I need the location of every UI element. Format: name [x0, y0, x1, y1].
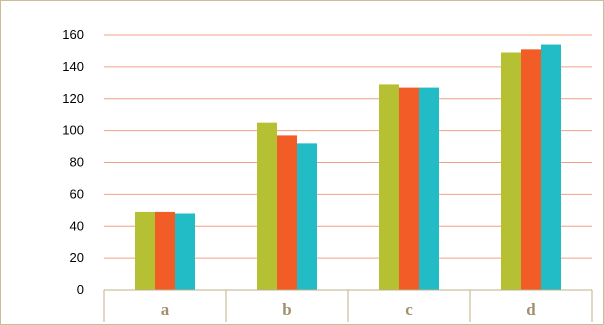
x-category-label-d: d — [526, 300, 536, 319]
bar-d-series-1 — [501, 52, 521, 290]
x-category-label-c: c — [405, 300, 413, 319]
y-tick-label-100: 100 — [62, 123, 84, 138]
bar-d-series-2 — [521, 49, 541, 290]
bar-a-series-3 — [175, 213, 195, 290]
bar-a-series-2 — [155, 211, 175, 290]
y-tick-label-140: 140 — [62, 59, 84, 74]
bar-c-series-1 — [379, 84, 399, 290]
y-tick-label-60: 60 — [70, 186, 84, 201]
y-tick-label-40: 40 — [70, 218, 84, 233]
y-tick-label-160: 160 — [62, 27, 84, 42]
y-axis-ticks: 0 20 40 60 80 100 120 140 160 — [62, 27, 84, 297]
y-tick-label-120: 120 — [62, 91, 84, 106]
y-tick-label-80: 80 — [70, 155, 84, 170]
x-category-label-a: a — [161, 300, 170, 319]
bar-a-series-1 — [135, 211, 155, 290]
x-axis — [103, 289, 593, 322]
y-tick-label-0: 0 — [77, 282, 84, 297]
bar-b-series-2 — [277, 135, 297, 290]
x-axis-labels: a b c d — [161, 300, 537, 319]
bar-c-series-2 — [399, 87, 419, 290]
bar-b-series-3 — [297, 143, 317, 290]
bar-b-series-1 — [257, 122, 277, 290]
bars — [135, 44, 561, 290]
bar-c-series-3 — [419, 87, 439, 290]
x-category-label-b: b — [282, 300, 291, 319]
y-tick-label-20: 20 — [70, 250, 84, 265]
bar-d-series-3 — [541, 44, 561, 290]
